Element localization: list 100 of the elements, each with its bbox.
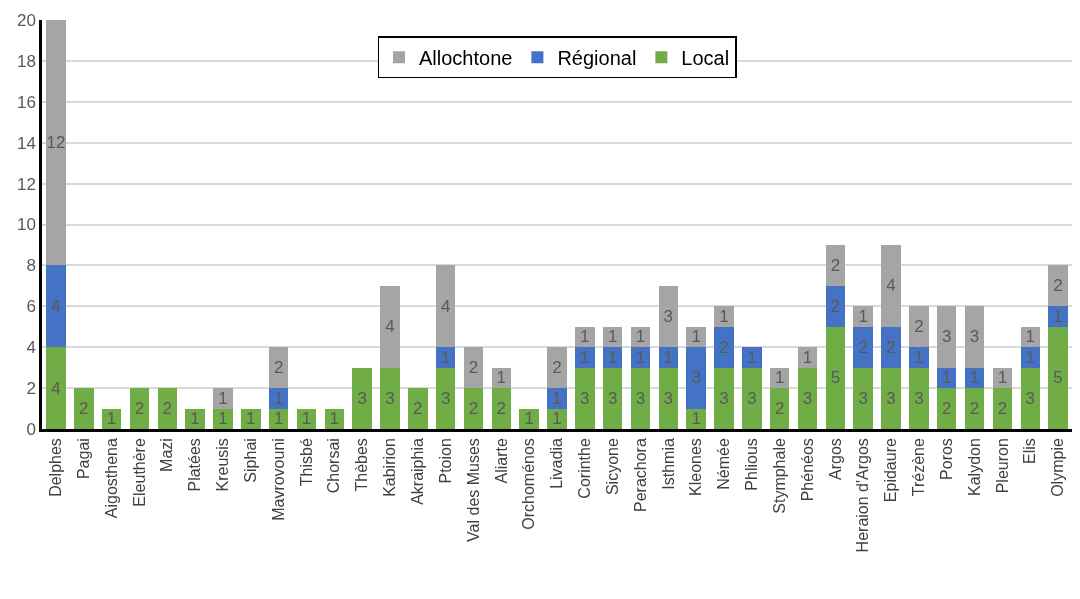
bar: [1048, 326, 1068, 429]
x-tick-label: Isthmia: [659, 438, 677, 490]
x-tick-label: Stymphale: [770, 438, 788, 514]
data-label: 2: [914, 317, 924, 337]
data-label: 1: [580, 327, 590, 347]
x-tick-label: Orchoménos: [520, 438, 538, 530]
bar: [46, 265, 66, 348]
data-label: 4: [440, 296, 451, 316]
data-label: 2: [830, 255, 841, 275]
data-label: 1: [1025, 327, 1035, 347]
bar: [853, 306, 873, 327]
x-tick-label: Delphes: [47, 438, 65, 497]
data-label: 1: [273, 388, 284, 408]
data-label: 1: [218, 409, 228, 429]
data-label: 2: [886, 337, 896, 357]
bar: [964, 388, 985, 429]
data-label: 2: [830, 296, 841, 316]
data-label: 1: [969, 368, 980, 388]
data-label: 1: [997, 368, 1008, 388]
y-tick-label: 14: [16, 133, 36, 153]
data-label: 2: [552, 358, 562, 378]
bar: [881, 367, 901, 429]
data-label: 1: [858, 307, 868, 327]
bar: [992, 388, 1013, 429]
legend-label: Allochtone: [419, 47, 513, 70]
bar: [936, 388, 957, 429]
data-label: 3: [1025, 388, 1035, 408]
bar: [825, 244, 846, 286]
data-label: 1: [635, 347, 646, 367]
bar: [1048, 306, 1068, 327]
x-tick-label: Eleuthère: [130, 438, 148, 507]
bar: [129, 388, 150, 429]
data-label: 1: [190, 409, 200, 429]
data-label: 1: [440, 347, 451, 367]
data-label: 4: [886, 276, 896, 296]
bar: [74, 388, 94, 429]
data-label: 1: [580, 347, 590, 367]
bar: [825, 285, 846, 327]
data-label: 4: [51, 378, 61, 398]
x-tick-label: Elis: [1021, 438, 1039, 464]
bar: [714, 367, 734, 429]
data-label: 2: [969, 399, 980, 419]
data-label: 1: [329, 409, 340, 429]
x-tick-label: Epidaure: [882, 438, 900, 503]
x-tick-label: Chorsai: [325, 438, 343, 494]
bar: [157, 388, 178, 429]
bar: [352, 367, 372, 429]
bar: [686, 347, 706, 409]
bar: [742, 347, 762, 368]
bar: [213, 388, 233, 409]
bar: [853, 326, 873, 368]
bar: [491, 388, 512, 429]
data-label: 1: [301, 409, 312, 429]
data-label: 2: [942, 399, 952, 419]
data-label: 3: [635, 388, 646, 408]
data-label: 2: [273, 358, 284, 378]
data-label: 1: [691, 409, 701, 429]
bar: [435, 367, 456, 429]
bar: [853, 367, 873, 429]
data-label: 2: [858, 337, 868, 357]
data-label: 1: [635, 327, 646, 347]
x-tick-label: Akraiphia: [409, 438, 427, 505]
x-tick-label: Pagai: [74, 438, 92, 480]
data-label: 3: [663, 388, 674, 408]
bar: [909, 306, 929, 348]
data-label: 1: [691, 327, 701, 347]
x-tick-label: Corinthe: [576, 438, 594, 499]
data-label: 2: [413, 399, 423, 419]
data-label: 1: [1025, 347, 1035, 367]
data-label: 1: [273, 409, 284, 429]
bar: [380, 285, 400, 368]
bar: [909, 347, 929, 368]
y-tick-label: 16: [16, 92, 36, 112]
data-label: 2: [162, 399, 172, 419]
bar: [714, 326, 734, 368]
data-label: 2: [774, 399, 785, 419]
bar: [1020, 367, 1040, 429]
data-label: 1: [802, 347, 813, 367]
data-label: 1: [663, 347, 674, 367]
data-label: 4: [51, 296, 61, 316]
bar: [1048, 265, 1068, 307]
x-tick-label: Kabirion: [381, 438, 399, 497]
x-tick-label: Poros: [937, 438, 955, 480]
x-tick-label: Thèbes: [353, 438, 371, 492]
y-tick-label: 2: [26, 379, 36, 399]
data-label: 3: [357, 388, 367, 408]
data-label: 3: [969, 327, 980, 347]
data-label: 2: [134, 399, 145, 419]
bar: [630, 367, 651, 429]
y-tick-label: 20: [16, 10, 36, 30]
y-tick-label: 6: [26, 297, 36, 317]
data-label: 1: [1053, 307, 1063, 327]
legend-label: Local: [681, 47, 730, 70]
x-tick-label: Siphai: [241, 438, 259, 483]
legend-label: Régional: [557, 47, 637, 70]
data-label: 12: [46, 133, 66, 153]
bar: [658, 367, 679, 429]
data-label: 5: [1053, 368, 1063, 388]
data-label: 3: [858, 388, 868, 408]
y-tick-label: 0: [26, 419, 36, 439]
